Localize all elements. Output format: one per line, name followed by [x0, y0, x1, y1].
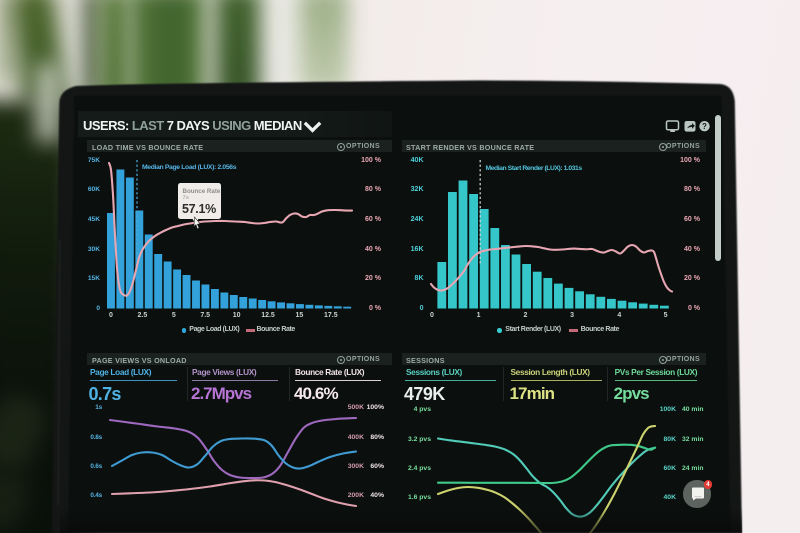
svg-text:?: ?: [702, 122, 707, 131]
